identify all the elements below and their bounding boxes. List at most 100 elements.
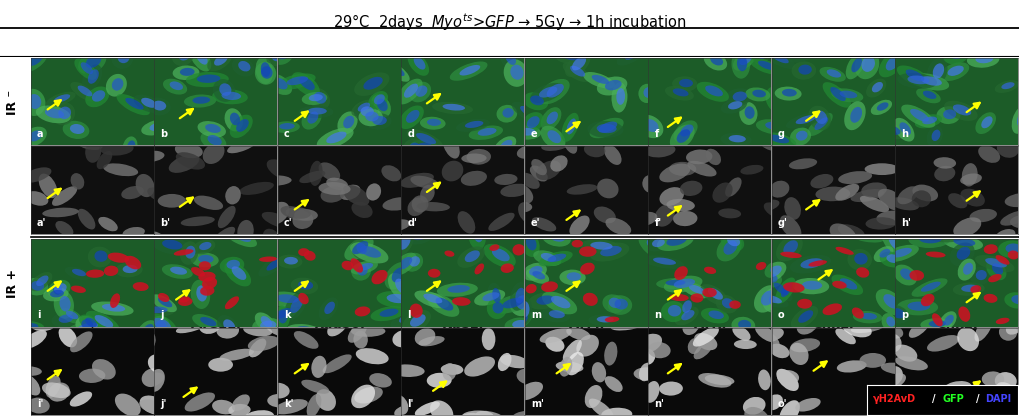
- Ellipse shape: [110, 293, 120, 308]
- Ellipse shape: [974, 255, 1014, 272]
- Ellipse shape: [600, 408, 632, 416]
- Text: ATMi: ATMi: [568, 318, 604, 331]
- Ellipse shape: [368, 91, 387, 109]
- Ellipse shape: [506, 312, 532, 332]
- Ellipse shape: [301, 380, 329, 394]
- Ellipse shape: [896, 299, 937, 315]
- Ellipse shape: [850, 107, 861, 123]
- Ellipse shape: [502, 108, 514, 118]
- Text: m: m: [531, 310, 540, 320]
- Ellipse shape: [59, 296, 70, 312]
- Ellipse shape: [987, 274, 1001, 282]
- Ellipse shape: [792, 278, 828, 294]
- Ellipse shape: [930, 130, 940, 141]
- Ellipse shape: [808, 260, 826, 267]
- Ellipse shape: [733, 50, 755, 71]
- Ellipse shape: [519, 173, 539, 189]
- Ellipse shape: [198, 255, 213, 263]
- Ellipse shape: [466, 149, 490, 165]
- Ellipse shape: [410, 314, 425, 327]
- Ellipse shape: [58, 314, 73, 323]
- Ellipse shape: [764, 122, 784, 130]
- Ellipse shape: [52, 186, 77, 206]
- Ellipse shape: [549, 155, 568, 172]
- Ellipse shape: [500, 263, 514, 273]
- Ellipse shape: [112, 78, 123, 91]
- Ellipse shape: [703, 267, 715, 274]
- Ellipse shape: [111, 48, 133, 69]
- Ellipse shape: [782, 89, 796, 97]
- Ellipse shape: [337, 111, 358, 134]
- Ellipse shape: [935, 106, 959, 124]
- Ellipse shape: [92, 90, 105, 102]
- Ellipse shape: [191, 253, 218, 267]
- Ellipse shape: [242, 410, 274, 416]
- Ellipse shape: [351, 261, 378, 275]
- Ellipse shape: [996, 382, 1018, 401]
- Ellipse shape: [716, 235, 741, 261]
- Ellipse shape: [546, 111, 557, 124]
- Ellipse shape: [141, 98, 156, 108]
- Ellipse shape: [169, 82, 182, 90]
- Ellipse shape: [953, 218, 980, 237]
- Ellipse shape: [153, 236, 190, 255]
- Ellipse shape: [527, 116, 539, 128]
- Ellipse shape: [681, 310, 694, 320]
- Ellipse shape: [353, 331, 368, 349]
- Ellipse shape: [85, 317, 97, 327]
- Ellipse shape: [512, 102, 543, 124]
- Ellipse shape: [391, 253, 416, 275]
- Ellipse shape: [554, 50, 587, 64]
- Text: GFP: GFP: [942, 394, 963, 404]
- Ellipse shape: [72, 269, 86, 276]
- Ellipse shape: [86, 311, 119, 333]
- Ellipse shape: [381, 60, 410, 82]
- Ellipse shape: [357, 265, 367, 276]
- Ellipse shape: [261, 62, 270, 77]
- Ellipse shape: [224, 296, 238, 309]
- Ellipse shape: [760, 290, 774, 306]
- Ellipse shape: [286, 76, 308, 85]
- Ellipse shape: [482, 292, 499, 301]
- Ellipse shape: [266, 383, 289, 399]
- Ellipse shape: [745, 87, 769, 102]
- Ellipse shape: [920, 282, 940, 292]
- Ellipse shape: [897, 186, 918, 204]
- Ellipse shape: [292, 211, 313, 229]
- Ellipse shape: [734, 340, 756, 349]
- Ellipse shape: [850, 322, 883, 333]
- Ellipse shape: [219, 349, 254, 361]
- Ellipse shape: [943, 235, 982, 250]
- Ellipse shape: [598, 121, 616, 133]
- Ellipse shape: [190, 45, 211, 72]
- Ellipse shape: [435, 297, 452, 311]
- Ellipse shape: [464, 357, 494, 376]
- Ellipse shape: [77, 209, 95, 230]
- Ellipse shape: [870, 100, 892, 115]
- Ellipse shape: [351, 326, 385, 337]
- Ellipse shape: [404, 84, 418, 98]
- Ellipse shape: [956, 247, 969, 260]
- Ellipse shape: [690, 293, 703, 302]
- Ellipse shape: [141, 119, 172, 136]
- Ellipse shape: [909, 109, 928, 121]
- Ellipse shape: [881, 232, 906, 258]
- Ellipse shape: [966, 52, 999, 68]
- Ellipse shape: [754, 325, 776, 342]
- Ellipse shape: [944, 101, 976, 121]
- Ellipse shape: [271, 52, 282, 61]
- Ellipse shape: [725, 88, 751, 106]
- Ellipse shape: [610, 320, 645, 330]
- Ellipse shape: [179, 68, 195, 76]
- Ellipse shape: [540, 308, 570, 322]
- Ellipse shape: [420, 185, 434, 203]
- Ellipse shape: [465, 250, 479, 262]
- Ellipse shape: [371, 94, 390, 117]
- Ellipse shape: [814, 187, 850, 201]
- Text: k': k': [283, 399, 293, 409]
- Ellipse shape: [920, 76, 941, 86]
- Ellipse shape: [703, 52, 727, 70]
- Ellipse shape: [937, 231, 959, 238]
- Ellipse shape: [342, 185, 369, 206]
- Ellipse shape: [529, 266, 542, 276]
